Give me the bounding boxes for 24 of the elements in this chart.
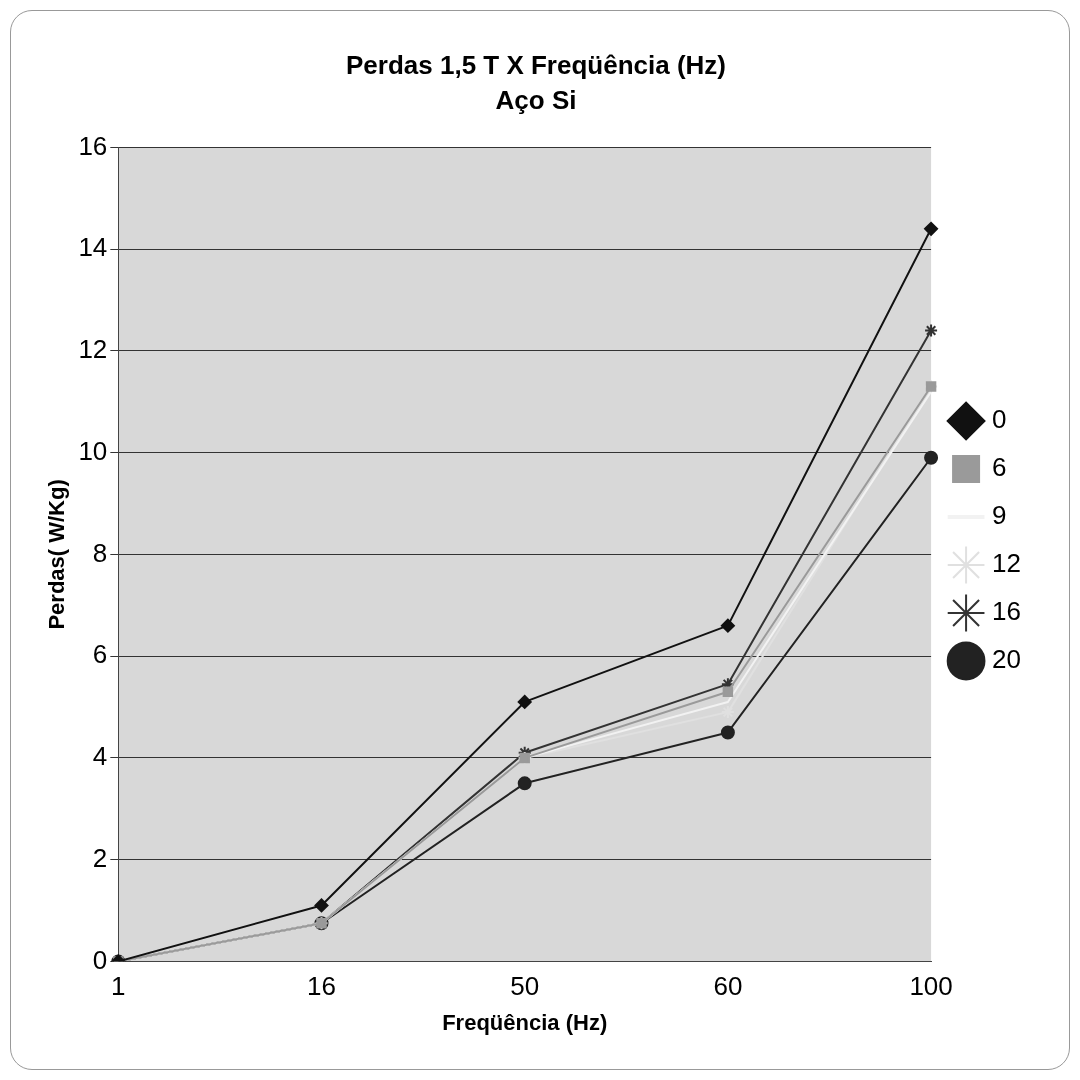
legend-label: 16 <box>992 596 1021 627</box>
chart-subtitle: Aço Si <box>495 84 577 115</box>
y-axis-title: Perdas( W/Kg) <box>44 479 70 630</box>
y-tick-label: 2 <box>92 842 108 873</box>
y-tick-label: 14 <box>78 232 108 263</box>
x-tick-label: 1 <box>111 971 126 1002</box>
y-tick-label: 8 <box>92 537 108 568</box>
y-tick-label: 0 <box>92 944 108 975</box>
legend-label: 9 <box>992 500 1007 531</box>
x-tick-label: 16 <box>307 971 336 1002</box>
x-axis-title: Freqüência (Hz) <box>442 1009 608 1035</box>
legend-label: 0 <box>992 404 1007 435</box>
y-tick-label: 16 <box>78 130 108 161</box>
chart-title: Perdas 1,5 T X Freqüência (Hz) <box>345 49 727 80</box>
x-tick-label: 60 <box>713 971 743 1002</box>
legend-label: 6 <box>992 452 1007 483</box>
y-tick-label: 6 <box>92 639 108 670</box>
y-tick-label: 4 <box>92 741 108 772</box>
legend-label: 12 <box>992 548 1021 579</box>
y-tick-label: 12 <box>78 334 108 365</box>
x-tick-label: 50 <box>510 971 540 1002</box>
legend-label: 20 <box>992 644 1021 675</box>
x-tick-label: 100 <box>909 971 953 1002</box>
y-tick-label: 10 <box>78 435 108 466</box>
